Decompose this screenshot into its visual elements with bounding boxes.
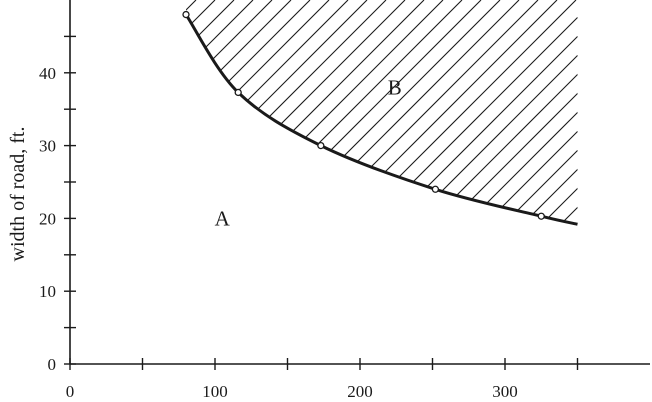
tick-labels: 0 100 200 300 0 10 20 30 40 [39,64,518,401]
hatch-line [497,0,578,225]
hatch-line [186,0,311,225]
data-point [317,141,325,150]
hatch-line [383,0,578,225]
hatch-line [186,0,578,225]
hatch-line [186,0,501,225]
hatch-line [186,0,330,225]
hatch-line [186,0,406,225]
hatch-line [186,0,463,225]
hatch-line [186,0,254,225]
region-label-b: B [388,75,402,99]
hatch-line [554,0,578,225]
hatch-line [231,0,578,225]
region-label-a: A [215,206,231,230]
hatch-line [421,0,578,225]
hatch-line [516,0,578,225]
y-tick-label: 40 [39,64,56,83]
hatch-line [345,0,578,225]
hatch-line [573,0,578,225]
data-point [431,185,440,193]
axis-ticks [64,35,579,370]
x-tick-label: 100 [202,382,228,401]
region-annotations: AB [215,75,402,230]
y-tick-label: 30 [39,137,56,156]
hatch-line [593,0,652,402]
hatch-line [631,0,652,402]
hatch-line [186,0,216,225]
hatch-line [186,0,349,225]
data-point [537,212,545,220]
hatch-line [326,0,578,225]
y-tick-label: 0 [48,355,57,374]
hatch-line [186,0,292,225]
x-tick-label: 200 [347,382,373,401]
x-tick-label: 0 [66,382,75,401]
hatch-line [186,0,235,225]
hatch-line [250,0,578,225]
data-point [182,10,190,19]
y-axis-label: width of road, ft. [7,127,29,262]
y-tick-label: 10 [39,282,56,301]
hatch-line [186,0,482,225]
hatch-line [288,0,578,225]
hatch-line [612,0,652,402]
x-tick-label: 300 [492,382,518,401]
hatch-line [186,0,444,225]
hatch-line [212,0,578,225]
hatch-line [269,0,578,225]
hatch-line [186,0,577,225]
hatch-line [186,0,520,225]
hatch-line [186,0,197,225]
y-tick-label: 20 [39,209,56,228]
hatch-line [186,0,558,225]
data-points [182,10,545,220]
hatch-line [364,0,578,225]
data-point [234,88,242,97]
hatch-line [186,0,368,225]
hatch-line [193,0,578,225]
hatch-line [186,0,387,225]
